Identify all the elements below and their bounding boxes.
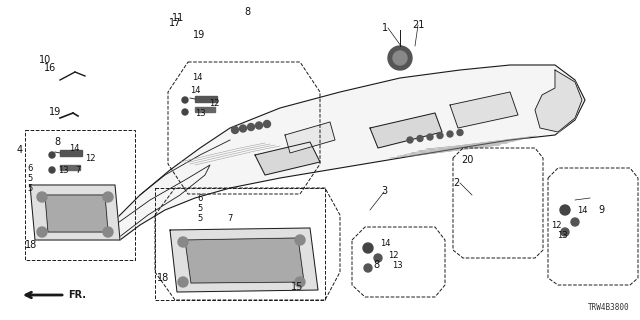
Text: 6: 6 (197, 194, 203, 203)
Circle shape (178, 277, 188, 287)
Circle shape (427, 134, 433, 140)
Circle shape (178, 237, 188, 247)
Polygon shape (45, 195, 108, 232)
Text: 17: 17 (169, 18, 181, 28)
Text: 5: 5 (28, 183, 33, 193)
Text: 12: 12 (551, 220, 561, 229)
Circle shape (103, 227, 113, 237)
Bar (60, 165, 80, 170)
Text: 14: 14 (189, 85, 200, 94)
Polygon shape (450, 92, 518, 128)
Text: 13: 13 (392, 260, 403, 269)
Circle shape (264, 121, 271, 127)
Circle shape (37, 192, 47, 202)
Bar (195, 96, 217, 102)
Text: 13: 13 (58, 165, 68, 174)
Text: 12: 12 (209, 99, 220, 108)
Circle shape (407, 137, 413, 143)
Circle shape (37, 227, 47, 237)
Text: 1: 1 (382, 23, 388, 33)
Circle shape (49, 167, 55, 173)
Text: 5: 5 (28, 173, 33, 182)
Circle shape (364, 264, 372, 272)
Text: 19: 19 (49, 107, 61, 117)
Circle shape (239, 125, 246, 132)
Circle shape (561, 228, 569, 236)
Text: 11: 11 (172, 13, 184, 23)
Text: 14: 14 (68, 143, 79, 153)
Polygon shape (30, 185, 120, 240)
Text: 15: 15 (291, 282, 303, 292)
Circle shape (393, 51, 407, 65)
Text: 6: 6 (28, 164, 33, 172)
Text: 4: 4 (17, 145, 23, 155)
Text: 18: 18 (25, 240, 37, 250)
Circle shape (437, 132, 443, 139)
Circle shape (49, 152, 55, 158)
Text: 18: 18 (157, 273, 169, 283)
Circle shape (255, 122, 262, 129)
Circle shape (447, 131, 453, 137)
Text: 7: 7 (76, 165, 81, 174)
Text: 14: 14 (192, 73, 202, 82)
Circle shape (232, 126, 239, 133)
Polygon shape (170, 228, 318, 292)
Text: TRW4B3800: TRW4B3800 (588, 303, 630, 312)
Text: 9: 9 (598, 205, 604, 215)
Text: 20: 20 (461, 155, 473, 165)
Circle shape (248, 124, 255, 131)
Polygon shape (285, 122, 335, 153)
Bar (60, 150, 82, 156)
Circle shape (417, 135, 423, 141)
Text: 5: 5 (197, 204, 203, 212)
Text: 21: 21 (412, 20, 424, 30)
Text: 3: 3 (381, 186, 387, 196)
Text: 13: 13 (557, 230, 567, 239)
Polygon shape (185, 238, 304, 283)
Text: 10: 10 (39, 55, 51, 65)
Circle shape (374, 254, 382, 262)
Text: FR.: FR. (68, 290, 86, 300)
Bar (25, 130, 135, 260)
Text: 7: 7 (227, 213, 233, 222)
Polygon shape (535, 70, 582, 132)
Text: 16: 16 (44, 63, 56, 73)
Text: 5: 5 (197, 213, 203, 222)
Circle shape (363, 243, 373, 253)
Circle shape (295, 277, 305, 287)
Circle shape (388, 46, 412, 70)
Bar (195, 107, 215, 112)
Circle shape (182, 97, 188, 103)
Circle shape (103, 192, 113, 202)
Polygon shape (112, 65, 585, 240)
Circle shape (295, 235, 305, 245)
Text: 2: 2 (453, 178, 459, 188)
Text: 13: 13 (195, 108, 205, 117)
Circle shape (571, 218, 579, 226)
Text: 8: 8 (244, 7, 250, 17)
Circle shape (457, 130, 463, 135)
Text: 14: 14 (380, 238, 390, 247)
Circle shape (182, 109, 188, 115)
Text: 8: 8 (54, 137, 60, 147)
Circle shape (560, 205, 570, 215)
Text: 12: 12 (388, 251, 398, 260)
Text: 19: 19 (193, 30, 205, 40)
Text: 12: 12 (84, 154, 95, 163)
Text: 14: 14 (577, 205, 588, 214)
Polygon shape (370, 113, 442, 148)
Text: 8: 8 (373, 260, 379, 270)
Polygon shape (255, 142, 320, 175)
